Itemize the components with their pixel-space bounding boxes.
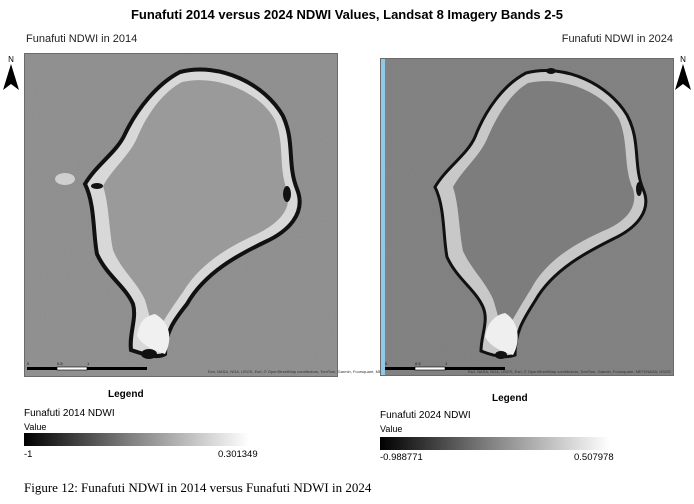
legend-2024-max: 0.507978 (574, 452, 614, 463)
map-2014-label: Funafuti NDWI in 2014 (26, 33, 138, 45)
legend-2024-min: -0.988771 (380, 452, 423, 463)
map-2014-attribution: Esri, NASA, NGA, USGS, Esri, © OpenStree… (208, 369, 411, 374)
legend-2014-color-ramp (24, 433, 249, 446)
legend-2014-layer: Funafuti 2014 NDWI (24, 408, 115, 419)
page-title: Funafuti 2014 versus 2024 NDWI Values, L… (130, 7, 564, 22)
map-2024-raster: 0 0.5 1 (381, 59, 673, 375)
river-strip (381, 59, 385, 375)
north-arrow-left: N (2, 55, 20, 90)
map-2024[interactable]: 0 0.5 1 (380, 58, 674, 376)
lagoon-2024 (453, 81, 635, 333)
scale-bar-2024: 0 0.5 1 (385, 361, 505, 371)
legend-2024-title: Legend (492, 393, 528, 404)
legend-2014-title: Legend (108, 389, 144, 400)
scale-tick-label: 0 (385, 361, 388, 366)
north-arrow-icon (675, 64, 691, 90)
north-arrow-right: N (674, 55, 692, 90)
legend-2014-min: -1 (24, 449, 33, 460)
scale-tick-label: 0.5 (57, 361, 63, 366)
map-2014-raster: 0 0.5 1 (25, 54, 337, 376)
legend-2014-value-label: Value (24, 422, 47, 432)
legend-2024-color-ramp (380, 437, 610, 450)
map-2024-attribution: Esri, NASA, NGA, USGS, Esri, © OpenStree… (468, 369, 671, 374)
lagoon-2014 (103, 80, 289, 332)
scale-tick-label: 0.5 (415, 361, 421, 366)
map-2014[interactable]: 0 0.5 1 (24, 53, 338, 377)
north-arrow-icon (3, 64, 19, 90)
figure-caption: Figure 12: Funafuti NDWI in 2014 versus … (24, 480, 372, 495)
scale-tick-label: 0 (27, 361, 30, 366)
north-letter: N (8, 55, 14, 64)
legend-2024-layer: Funafuti 2024 NDWI (380, 410, 471, 421)
map-2024-label: Funafuti NDWI in 2024 (561, 33, 673, 45)
scale-tick-label: 1 (445, 361, 448, 366)
north-letter: N (680, 55, 686, 64)
legend-2014-max: 0.301349 (218, 449, 258, 460)
scale-bar-2014: 0 0.5 1 (27, 361, 147, 371)
legend-2024-value-label: Value (380, 424, 403, 434)
scale-tick-label: 1 (87, 361, 90, 366)
